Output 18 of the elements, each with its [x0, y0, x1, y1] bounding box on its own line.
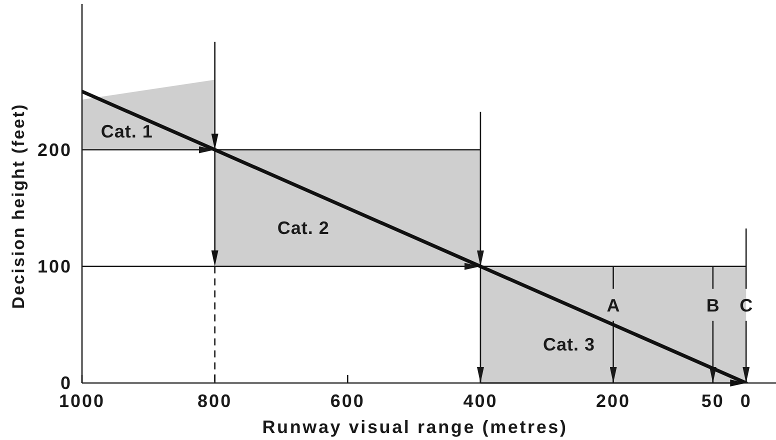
x-tick-label: 400 [463, 391, 498, 411]
x-tick-label: 800 [198, 391, 232, 411]
x-axis-title: Runway visual range (metres) [262, 417, 568, 437]
x-tick-label: 1000 [58, 391, 106, 411]
y-tick-label: 200 [37, 140, 72, 160]
annotation: Cat. 1 [100, 121, 153, 142]
ref-line-label: C [740, 295, 753, 316]
x-tick-label: 200 [596, 391, 631, 411]
ref-line-label: A [606, 295, 620, 316]
y-tick-label: 100 [37, 256, 72, 276]
y-tick-label: 0 [60, 373, 72, 393]
y-axis-title: Decision height (feet) [8, 103, 28, 309]
annotation: Cat. 3 [543, 334, 596, 355]
ref-line-label: B [706, 295, 720, 316]
x-tick-label: 600 [330, 391, 365, 411]
x-tick-label: 50 [701, 391, 724, 411]
x-tick-label: 0 [740, 391, 752, 411]
annotation: Cat. 2 [277, 218, 330, 238]
